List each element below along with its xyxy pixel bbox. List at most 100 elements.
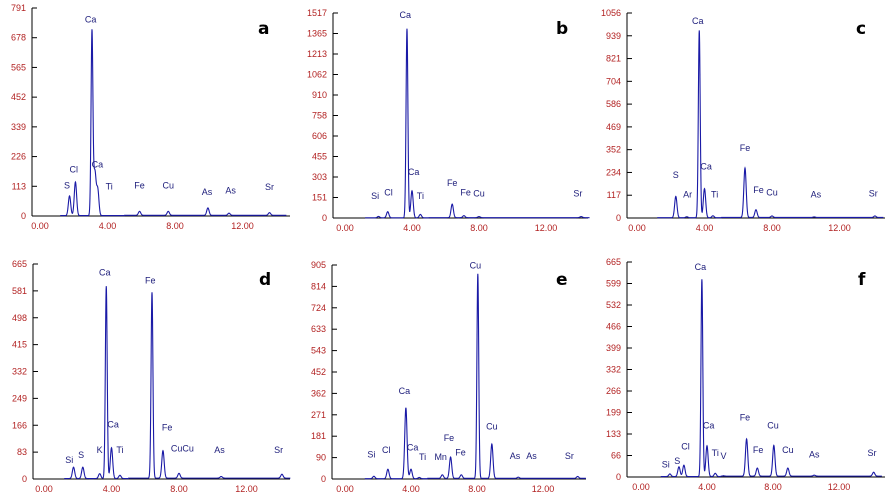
element-label: Ca <box>400 10 412 20</box>
x-tick-label: 8.00 <box>763 223 781 233</box>
y-tick-label: 791 <box>11 3 26 13</box>
element-label: S <box>78 450 84 460</box>
y-tick-label: 66 <box>611 451 621 461</box>
element-label: CuCu <box>171 444 194 454</box>
y-tick-label: 133 <box>606 429 621 439</box>
y-tick-label: 1517 <box>307 8 327 18</box>
element-label: Ca <box>92 159 104 169</box>
x-tick-label: 4.00 <box>99 221 117 231</box>
y-tick-label: 0 <box>22 474 27 484</box>
y-tick-label: 249 <box>12 393 27 403</box>
x-tick-label: 8.00 <box>170 484 188 494</box>
y-tick-label: 633 <box>311 324 326 334</box>
spectrum-line <box>660 279 882 478</box>
y-tick-label: 543 <box>311 346 326 356</box>
y-tick-label: 452 <box>11 92 26 102</box>
y-tick-label: 1056 <box>601 8 621 18</box>
element-label: Cu <box>470 261 482 271</box>
y-tick-label: 113 <box>12 181 26 191</box>
x-tick-label: 12.00 <box>231 221 254 231</box>
y-tick-label: 0 <box>321 474 326 484</box>
x-tick-label: 0.00 <box>628 223 646 233</box>
element-label: As <box>526 451 537 461</box>
element-label: Sr <box>869 189 878 199</box>
spectrum-panel-a: 0 113 226 339 452 565 678 791 0.00 4.00 8.00 12.00 C… <box>0 0 298 240</box>
y-tick-label: 466 <box>606 322 621 332</box>
element-label: Cl <box>70 165 79 175</box>
element-label: Sr <box>573 188 582 198</box>
y-tick-label: 0 <box>21 211 26 221</box>
element-label: V <box>720 451 726 461</box>
element-label: As <box>214 445 225 455</box>
y-tick-label: 151 <box>312 193 327 203</box>
y-tick-label: 0 <box>616 472 621 482</box>
element-label: Si <box>662 459 670 469</box>
x-tick-label: 4.00 <box>696 223 714 233</box>
y-tick-label: 271 <box>311 410 326 420</box>
spectrum-line <box>64 286 291 480</box>
x-tick-label: 8.00 <box>166 221 184 231</box>
y-tick-label: 83 <box>17 447 27 457</box>
x-tick-label: 0.00 <box>336 223 354 233</box>
element-label: Fe <box>134 180 145 190</box>
y-tick-label: 332 <box>606 365 621 375</box>
element-label: Ti <box>419 452 426 462</box>
y-tick-label: 303 <box>312 172 327 182</box>
element-label: Si <box>371 191 379 201</box>
spectrum-chart-f: 0 66 133 199 266 332 399 466 532 599 665 0.00 4.00 8.… <box>606 257 885 492</box>
y-tick-label: 532 <box>606 300 621 310</box>
panel-letter: a <box>258 19 269 39</box>
y-tick-label: 814 <box>311 281 326 291</box>
element-label: Cu <box>766 188 778 198</box>
element-label: Fe <box>145 275 156 285</box>
y-tick-label: 1062 <box>307 70 327 80</box>
panel-letter: f <box>858 270 866 290</box>
y-tick-label: 939 <box>606 31 621 41</box>
element-label: As <box>225 186 236 196</box>
element-label: Sr <box>274 445 283 455</box>
element-label: Cu <box>486 421 498 431</box>
y-tick-label: 399 <box>606 343 621 353</box>
y-tick-label: 910 <box>312 90 327 100</box>
y-tick-label: 166 <box>12 420 27 430</box>
element-label: Ti <box>106 182 113 192</box>
y-tick-label: 665 <box>606 257 621 267</box>
element-label: Ti <box>116 445 123 455</box>
element-label: Ca <box>85 15 97 25</box>
element-label: Ca <box>700 161 712 171</box>
element-label: Cu <box>162 180 174 190</box>
y-tick-label: 905 <box>311 260 326 270</box>
element-label: Cu <box>782 445 794 455</box>
element-label: As <box>202 187 213 197</box>
spectrum-line <box>657 30 884 219</box>
element-label: K <box>97 445 103 455</box>
spectrum-panel-e: 0 90 181 271 362 452 543 633 724 814 905 0.00 4.00 8.… <box>298 250 595 499</box>
spectrum-panel-b: 0 151 303 455 606 758 910 1062 1213 1365 1517 0.00 4… <box>298 0 595 240</box>
element-label: S <box>673 170 679 180</box>
y-tick-label: 565 <box>11 62 26 72</box>
spectrum-line <box>60 29 287 217</box>
element-label: Sr <box>265 182 274 192</box>
element-label: Cl <box>382 445 391 455</box>
x-tick-label: 0.00 <box>632 482 650 492</box>
element-label: Ca <box>107 419 119 429</box>
spectrum-chart-e: 0 90 181 271 362 452 543 633 724 814 905 0.00 4.00 8.… <box>311 260 586 494</box>
x-tick-label: 4.00 <box>103 484 121 494</box>
spectrum-panel-d: 0 83 166 249 332 415 498 581 665 0.00 4.00 8.00 12.0… <box>0 250 298 499</box>
y-tick-label: 1213 <box>307 49 327 59</box>
element-label: As <box>809 450 820 460</box>
y-tick-label: 704 <box>606 76 621 86</box>
y-tick-label: 821 <box>606 54 621 64</box>
element-label: Fe <box>455 447 466 457</box>
y-tick-label: 181 <box>311 431 326 441</box>
y-tick-label: 665 <box>12 259 27 269</box>
element-label: Si <box>367 450 375 460</box>
y-tick-label: 199 <box>606 408 621 418</box>
spectrum-chart-c: 0 117 234 352 469 586 704 821 939 1056 0.00 4.00 8.0… <box>601 8 885 233</box>
element-label: Ca <box>399 386 411 396</box>
y-tick-label: 498 <box>12 313 27 323</box>
element-label: Cu <box>473 188 485 198</box>
element-label: As <box>811 190 822 200</box>
panel-letter: b <box>556 19 568 39</box>
x-tick-label: 4.00 <box>698 482 716 492</box>
